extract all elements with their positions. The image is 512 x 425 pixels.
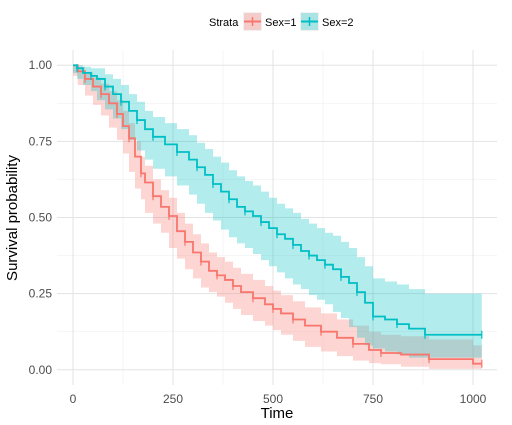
legend: Strata Sex=1 Sex=2 bbox=[209, 12, 354, 31]
y-tick-label: 0.50 bbox=[29, 211, 53, 225]
legend-label-sex2: Sex=2 bbox=[322, 17, 354, 29]
x-tick-label: 500 bbox=[263, 392, 283, 406]
y-tick-label: 0.75 bbox=[29, 134, 53, 148]
x-tick-label: 750 bbox=[363, 392, 383, 406]
grid bbox=[57, 50, 497, 385]
x-tick-label: 250 bbox=[163, 392, 183, 406]
ci-band-sex2 bbox=[73, 65, 482, 358]
x-axis-title: Time bbox=[261, 405, 294, 422]
y-tick-label: 0.25 bbox=[29, 287, 53, 301]
x-tick-label: 0 bbox=[70, 392, 77, 406]
tick-labels: 0 250 500 750 1000 0.00 0.25 0.50 0.75 1.00 bbox=[29, 58, 487, 406]
legend-label-sex1: Sex=1 bbox=[265, 17, 297, 29]
y-axis-title: Survival probability bbox=[4, 155, 21, 281]
legend-title: Strata bbox=[209, 17, 239, 29]
survival-curve-sex1 bbox=[73, 64, 482, 365]
x-tick-label: 1000 bbox=[460, 392, 487, 406]
y-tick-label: 1.00 bbox=[29, 58, 53, 72]
censor-marks bbox=[76, 64, 483, 368]
y-tick-label: 0.00 bbox=[29, 363, 53, 377]
